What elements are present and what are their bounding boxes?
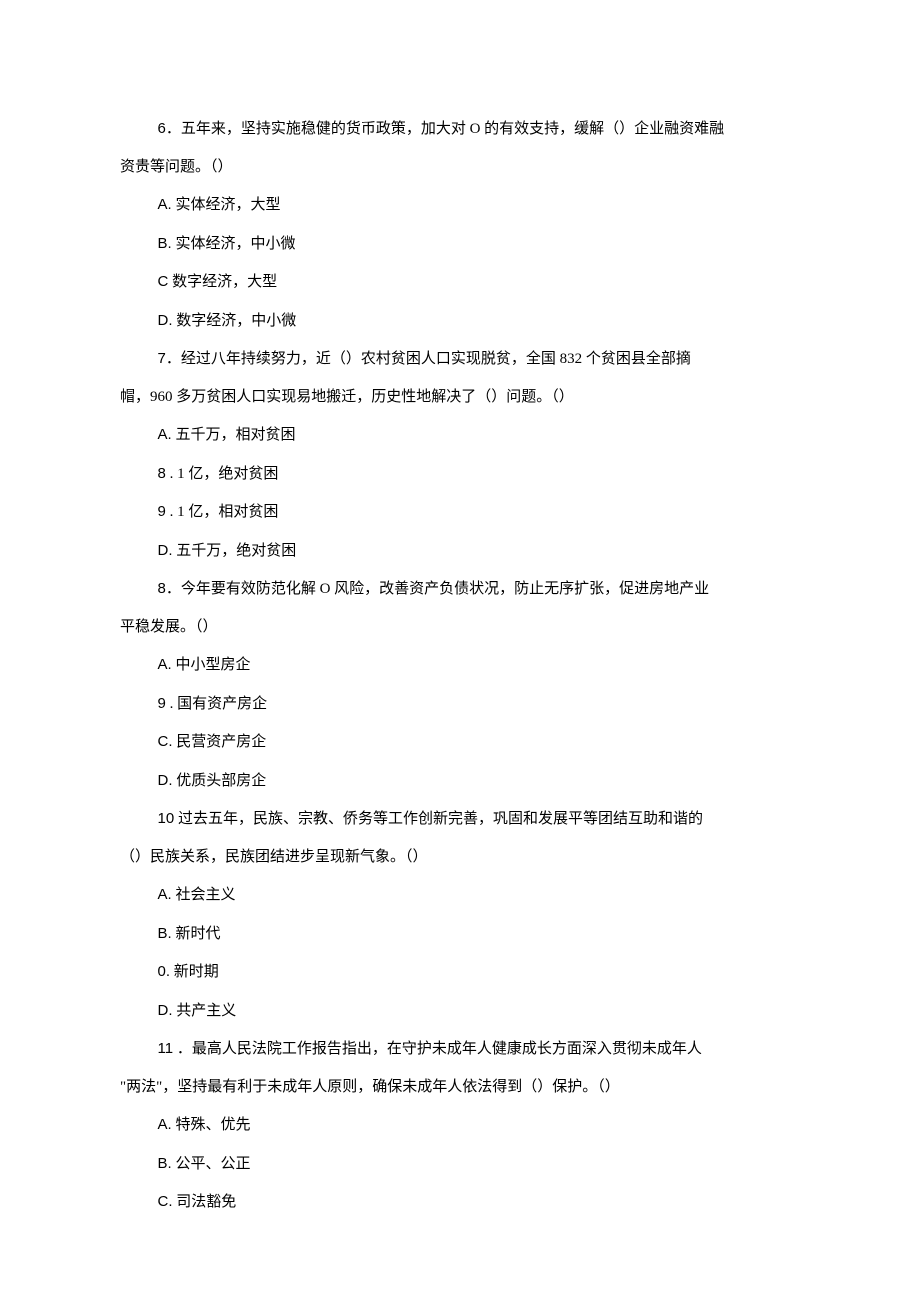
option-label: B. (158, 235, 172, 252)
question-line: 10 过去五年，民族、宗教、侨务等工作创新完善，巩固和发展平等团结互助和谐的 (120, 800, 800, 839)
option-line: 9 . 1 亿，相对贫困 (120, 493, 800, 532)
question-line: 平稳发展。（） (120, 609, 800, 647)
option-text: 中小型房企 (175, 657, 250, 673)
option-label: A. (158, 196, 172, 213)
question-line: 资贵等问题。（） (120, 149, 800, 187)
option-label: C. (158, 733, 173, 750)
option-line: B. 实体经济，中小微 (120, 225, 800, 264)
question-line: （）民族关系，民族团结进步呈现新气象。（） (120, 839, 800, 877)
question-line: 6．五年来，坚持实施稳健的货币政策，加大对 O 的有效支持，缓解（）企业融资难融 (120, 110, 800, 149)
option-text: 五千万，绝对贫困 (176, 543, 296, 559)
question-line: 7．经过八年持续努力，近（）农村贫困人口实现脱贫，全国 832 个贫困县全部摘 (120, 340, 800, 379)
question-line: 8．今年要有效防范化解 O 风险，改善资产负债状况，防止无序扩张，促进房地产业 (120, 570, 800, 609)
option-label: A. (158, 426, 172, 443)
option-line: A. 特殊、优先 (120, 1106, 800, 1145)
option-label: 9 (158, 695, 166, 712)
question-text: 平稳发展。（） (120, 619, 218, 635)
question-number: 6 (158, 120, 166, 137)
option-line: C 数字经济，大型 (120, 263, 800, 302)
option-label: C (158, 273, 169, 290)
option-label: B. (158, 1155, 172, 1172)
option-text: 民营资产房企 (176, 734, 266, 750)
question-text: （）民族关系，民族团结进步呈现新气象。（） (120, 849, 428, 865)
option-label: C. (158, 1193, 173, 1210)
option-label: D. (158, 772, 173, 789)
option-text: . 国有资产房企 (170, 696, 268, 712)
option-label: A. (158, 1116, 172, 1133)
option-label: 8 (158, 465, 166, 482)
question-number: 7 (158, 350, 166, 367)
option-line: 0. 新时期 (120, 953, 800, 992)
question-text: 帽，960 多万贫困人口实现易地搬迁，历史性地解决了（）问题。（） (120, 389, 574, 405)
option-text: 五千万，相对贫困 (175, 427, 295, 443)
option-label: A. (158, 886, 172, 903)
option-text: 实体经济，中小微 (175, 236, 295, 252)
option-line: A. 五千万，相对贫困 (120, 416, 800, 455)
option-text: . 1 亿，绝对贫困 (170, 466, 279, 482)
question-line: 11 ．最高人民法院工作报告指出，在守护未成年人健康成长方面深入贯彻未成年人 (120, 1030, 800, 1069)
option-text: 公平、公正 (175, 1156, 250, 1172)
option-line: B. 公平、公正 (120, 1145, 800, 1184)
question-line: 帽，960 多万贫困人口实现易地搬迁，历史性地解决了（）问题。（） (120, 379, 800, 417)
option-text: 数字经济，大型 (172, 274, 277, 290)
question-number: 11 (158, 1040, 174, 1057)
option-text: 新时代 (175, 926, 220, 942)
question-text: ．今年要有效防范化解 O 风险，改善资产负债状况，防止无序扩张，促进房地产业 (166, 581, 709, 597)
option-text: 特殊、优先 (175, 1117, 250, 1133)
option-line: 9 . 国有资产房企 (120, 685, 800, 724)
option-line: A. 社会主义 (120, 876, 800, 915)
option-line: A. 实体经济，大型 (120, 186, 800, 225)
question-text: ．五年来，坚持实施稳健的货币政策，加大对 O 的有效支持，缓解（）企业融资难融 (166, 121, 724, 137)
option-line: D. 数字经济，中小微 (120, 302, 800, 341)
option-line: 8 . 1 亿，绝对贫困 (120, 455, 800, 494)
question-number: 10 (158, 810, 175, 827)
option-label: B. (158, 925, 172, 942)
question-line: "两法"，坚持最有利于未成年人原则，确保未成年人依法得到（）保护。（） (120, 1069, 800, 1107)
question-text: ．最高人民法院工作报告指出，在守护未成年人健康成长方面深入贯彻未成年人 (173, 1041, 702, 1057)
option-label: D. (158, 1002, 173, 1019)
option-line: A. 中小型房企 (120, 646, 800, 685)
option-line: C. 民营资产房企 (120, 723, 800, 762)
option-text: 实体经济，大型 (175, 197, 280, 213)
option-text: . 1 亿，相对贫困 (170, 504, 279, 520)
document-body: 6．五年来，坚持实施稳健的货币政策，加大对 O 的有效支持，缓解（）企业融资难融… (120, 110, 800, 1222)
option-line: B. 新时代 (120, 915, 800, 954)
question-text: 过去五年，民族、宗教、侨务等工作创新完善，巩固和发展平等团结互助和谐的 (174, 811, 703, 827)
option-text: 新时期 (174, 964, 219, 980)
option-label: 0. (158, 963, 171, 980)
question-number: 8 (158, 580, 166, 597)
option-text: 司法豁免 (176, 1194, 236, 1210)
option-text: 优质头部房企 (176, 773, 266, 789)
option-text: 社会主义 (175, 887, 235, 903)
question-text: ．经过八年持续努力，近（）农村贫困人口实现脱贫，全国 832 个贫困县全部摘 (166, 351, 691, 367)
option-text: 共产主义 (176, 1003, 236, 1019)
option-line: D. 五千万，绝对贫困 (120, 532, 800, 571)
option-label: A. (158, 656, 172, 673)
option-label: 9 (158, 503, 166, 520)
question-text: "两法"，坚持最有利于未成年人原则，确保未成年人依法得到（）保护。（） (120, 1079, 620, 1095)
question-text: 资贵等问题。（） (120, 159, 233, 175)
option-label: D. (158, 312, 173, 329)
option-text: 数字经济，中小微 (176, 313, 296, 329)
option-label: D. (158, 542, 173, 559)
option-line: D. 共产主义 (120, 992, 800, 1031)
option-line: D. 优质头部房企 (120, 762, 800, 801)
option-line: C. 司法豁免 (120, 1183, 800, 1222)
